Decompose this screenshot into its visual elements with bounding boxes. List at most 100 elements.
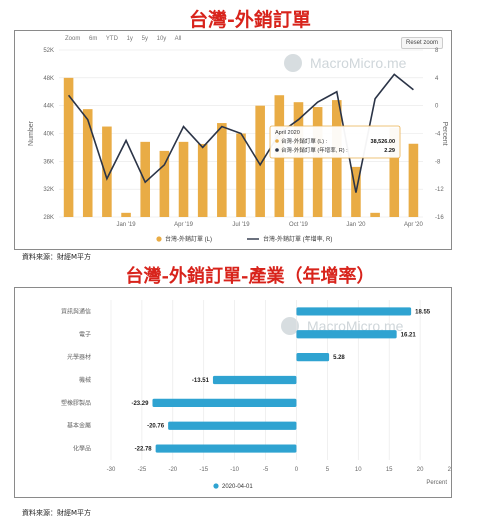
tooltip-line2-label: 台灣-外銷訂單 (年增率, R) : [281,146,348,154]
y2-axis-title: Percent [441,121,448,145]
zoom-ytd-button[interactable]: YTD [105,36,118,42]
category-label: 基本金屬 [67,422,91,430]
legend-marker-bar [156,236,162,242]
x-tick-label: 15 [386,467,393,473]
tooltip-date: April 2020 [275,130,300,136]
x-tick-label: Oct '19 [289,222,308,228]
hbar [296,307,412,316]
y2-tick-label: -8 [435,159,441,165]
x-tick-label: -25 [138,467,147,473]
source-note-2: 資料來源：財經M平方 [22,509,92,517]
bar [121,212,131,217]
x-tick-label: Apr '19 [174,222,193,228]
x-tick-label: -15 [199,467,208,473]
bar [236,133,246,217]
bar [63,77,74,217]
x-tick-label: Apr '20 [404,222,423,228]
legend-label-line: 台灣-外銷訂單 (年增率, R) [263,235,332,243]
bar [255,105,265,217]
zoom-6m-button[interactable]: 6m [89,36,98,42]
tooltip-marker-line [275,148,279,152]
x-tick-label: 25 [448,467,451,473]
zoom-all-button[interactable]: All [174,36,182,42]
bar [389,127,400,217]
y-tick-label: 40K [43,132,54,138]
data-label: -20.76 [147,424,165,430]
yoy-line [67,73,414,193]
data-label: -13.51 [192,378,210,384]
y2-tick-label: -16 [435,215,444,221]
zoom-10y-button[interactable]: 10y [156,36,167,42]
y-tick-label: 28K [43,215,54,221]
zoom-label: Zoom [65,36,81,42]
data-label: 18.55 [415,309,431,315]
y-tick-label: 52K [43,48,54,54]
bar [217,123,227,217]
data-label: 5.28 [333,355,345,361]
category-label: 電子 [79,331,91,338]
hbar [152,398,297,407]
industry-chart-panel: MacroMicro.me -30 -25 -20 -15 -10 -5 0 5 10 15 20 25… [14,287,452,498]
y-axis-title: Number [28,120,35,146]
hbar [296,330,397,339]
x-tick-label: Jan '20 [346,222,366,228]
category-label: 光學器材 [67,353,91,361]
data-label: -22.78 [135,447,153,453]
x-tick-label: Jan '19 [116,222,136,228]
y2-tick-label: 8 [435,48,439,54]
category-label: 塑橡膠製品 [61,399,91,407]
reset-zoom-button[interactable]: Reset zoom [400,37,443,49]
x-axis-title: Percent [426,480,447,486]
bar [140,141,150,217]
hbar [296,353,330,362]
hbar [155,444,297,453]
bar [159,150,170,217]
bar [293,102,304,217]
x-tick-label: 0 [295,467,299,473]
bar [332,100,342,217]
x-tick-label: 5 [326,467,330,473]
watermark-logo [281,317,299,335]
bar [178,141,189,217]
y2-tick-label: 4 [435,76,439,82]
x-tick-label: 20 [417,467,424,473]
y2-tick-label: -4 [435,132,441,138]
zoom-1y-button[interactable]: 1y [126,36,133,42]
hbar [168,421,297,430]
y2-tick-label: -12 [435,187,444,193]
watermark-text: MacroMicro.me [307,318,404,334]
orders-chart-panel: Zoom 6m YTD 1y 5y 10y All Reset zoom Mac… [14,30,452,250]
category-label: 機械 [79,376,91,384]
tooltip-line1-value: 38,526.00 [371,139,395,145]
zoom-5y-button[interactable]: 5y [141,36,148,42]
y-tick-label: 36K [43,159,54,165]
zoom-bar: Zoom 6m YTD 1y 5y 10y All [65,36,188,42]
tooltip-line1-label: 台灣-外銷訂單 (L) : [281,137,328,145]
y2-tick-label: 0 [435,104,439,110]
category-label: 化學品 [73,445,91,453]
legend-marker [213,483,219,489]
bar [312,107,323,217]
y-tick-label: 32K [43,187,54,193]
orders-chart: MacroMicro.me 52K 48K 44K 40K 36K 32K 28K 8 4 0 -4 -… [28,48,448,243]
y-tick-label: 44K [43,104,54,110]
x-tick-label: -20 [168,467,177,473]
x-tick-label: -5 [263,467,269,473]
chart-title-industry: 台灣-外銷訂單-產業（年增率） [125,266,375,287]
legend-label-bar: 台灣-外銷訂單 (L) [165,235,212,243]
x-tick-label: -10 [230,467,239,473]
industry-chart: MacroMicro.me -30 -25 -20 -15 -10 -5 0 5 10 15 20 25… [61,300,451,490]
tooltip-marker-bar [275,139,279,143]
tooltip-box [269,125,401,159]
bar [197,143,208,217]
legend-label: 2020-04-01 [222,484,253,490]
source-note-1: 資料來源：財經M平方 [22,253,92,261]
watermark-logo [284,54,302,72]
bar [82,109,93,217]
hbar [212,375,297,385]
tooltip-line2-value: 2.29 [384,148,395,154]
bar [370,212,380,217]
data-label: -23.29 [131,401,149,407]
category-label: 資訊與通信 [61,307,91,315]
watermark-text: MacroMicro.me [310,55,407,71]
